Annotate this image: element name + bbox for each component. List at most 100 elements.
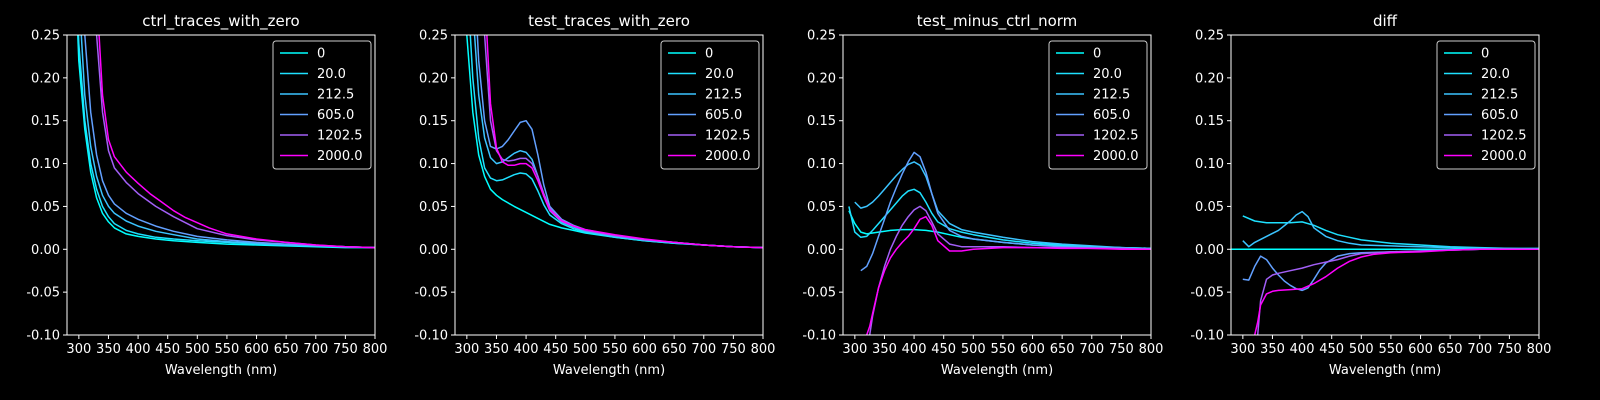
- series-line-2000.0: [1253, 248, 1539, 335]
- x-tick-label: 800: [1139, 342, 1164, 357]
- x-tick-label: 600: [244, 342, 269, 357]
- x-tick-label: 600: [1408, 342, 1433, 357]
- x-tick-label: 350: [1260, 342, 1285, 357]
- legend-label: 0: [1093, 47, 1101, 62]
- series-lines: [77, 35, 375, 249]
- y-tick-label: -0.05: [26, 286, 60, 301]
- x-tick-label: 450: [1319, 342, 1344, 357]
- x-tick-label: 350: [872, 342, 897, 357]
- y-tick-label: 0.25: [1195, 29, 1224, 44]
- series-line-1202.5: [868, 205, 1151, 335]
- x-tick-label: 500: [961, 342, 986, 357]
- legend-label: 212.5: [1481, 88, 1518, 103]
- y-tick-label: 0.15: [1195, 114, 1224, 129]
- x-tick-label: 500: [185, 342, 210, 357]
- x-tick-label: 550: [991, 342, 1016, 357]
- y-tick-label: -0.05: [1190, 286, 1224, 301]
- x-axis-label: Wavelength (nm): [1329, 363, 1441, 378]
- x-tick-label: 600: [1020, 342, 1045, 357]
- y-tick-label: 0.00: [1195, 243, 1224, 258]
- x-tick-label: 300: [454, 342, 479, 357]
- legend-label: 2000.0: [705, 149, 751, 164]
- legend-label: 0: [1481, 47, 1489, 62]
- series-line-2000.0: [865, 215, 1151, 335]
- x-axis-label: Wavelength (nm): [553, 363, 665, 378]
- axes-frame: [1230, 34, 1540, 336]
- legend-label: 20.0: [317, 67, 346, 82]
- legend-label: 2000.0: [1481, 149, 1527, 164]
- x-tick-label: 500: [573, 342, 598, 357]
- legend-label: 20.0: [1093, 67, 1122, 82]
- y-tick-label: 0.05: [31, 200, 60, 215]
- legend-label: 1202.5: [317, 129, 363, 144]
- x-tick-label: 400: [1290, 342, 1315, 357]
- x-tick-label: 700: [691, 342, 716, 357]
- y-tick-label: 0.15: [31, 114, 60, 129]
- y-tick-label: 0.10: [31, 157, 60, 172]
- series-line-605.0: [84, 35, 375, 249]
- y-tick-label: 0.05: [419, 200, 448, 215]
- x-tick-label: 650: [662, 342, 687, 357]
- axes-frame: [66, 34, 376, 336]
- chart-title: test_traces_with_zero: [528, 12, 690, 31]
- y-tick-label: 0.25: [807, 29, 836, 44]
- y-tick-label: 0.15: [419, 114, 448, 129]
- series-lines: [466, 35, 763, 249]
- series-lines: [848, 151, 1151, 335]
- series-line-1202.5: [1256, 248, 1539, 335]
- y-tick-label: 0.00: [807, 243, 836, 258]
- axes-frame: [842, 34, 1152, 336]
- y-tick-label: -0.10: [26, 329, 60, 344]
- x-tick-label: 350: [484, 342, 509, 357]
- legend-label: 1202.5: [1093, 129, 1139, 144]
- x-tick-label: 300: [66, 342, 91, 357]
- x-axis-label: Wavelength (nm): [941, 363, 1053, 378]
- x-tick-label: 600: [632, 342, 657, 357]
- legend-label: 20.0: [1481, 67, 1510, 82]
- legend: 0 20.0 212.5 605.0 1202.5 2000.0: [660, 40, 760, 170]
- legend-label: 212.5: [317, 88, 354, 103]
- y-tick-label: 0.20: [807, 71, 836, 86]
- y-tick-label: 0.10: [419, 157, 448, 172]
- y-tick-label: -0.10: [1190, 329, 1224, 344]
- x-tick-label: 750: [1109, 342, 1134, 357]
- axes-frame: [454, 34, 764, 336]
- y-tick-label: -0.10: [802, 329, 836, 344]
- chart-title: test_minus_ctrl_norm: [917, 12, 1078, 31]
- legend-label: 605.0: [317, 108, 354, 123]
- series-line-605.0: [1242, 248, 1539, 292]
- x-tick-label: 400: [514, 342, 539, 357]
- x-tick-label: 300: [842, 342, 867, 357]
- legend-label: 605.0: [1093, 108, 1130, 123]
- series-line-2000.0: [486, 35, 763, 249]
- legend-label: 2000.0: [1093, 149, 1139, 164]
- chart-title: diff: [1373, 12, 1398, 30]
- series-line-20.0: [469, 35, 763, 249]
- y-tick-label: 0.05: [807, 200, 836, 215]
- x-tick-label: 800: [751, 342, 776, 357]
- x-tick-label: 400: [126, 342, 151, 357]
- chart-panel-3: test_minus_ctrl_norm Wavelength (nm) 300 35…: [802, 12, 1163, 378]
- legend: 0 20.0 212.5 605.0 1202.5 2000.0: [272, 40, 372, 170]
- x-tick-label: 800: [363, 342, 388, 357]
- y-tick-label: 0.00: [31, 243, 60, 258]
- chart-title: ctrl_traces_with_zero: [142, 12, 299, 31]
- legend-label: 2000.0: [317, 149, 363, 164]
- x-tick-label: 550: [603, 342, 628, 357]
- legend-label: 0: [705, 47, 713, 62]
- chart-panel-2: test_traces_with_zero Wavelength (nm) 300 3…: [414, 12, 776, 378]
- chart-panel-1: ctrl_traces_with_zero Wavelength (nm) 300 3…: [26, 12, 388, 378]
- x-tick-label: 650: [274, 342, 299, 357]
- x-tick-label: 700: [303, 342, 328, 357]
- series-line-20.0: [848, 188, 1151, 250]
- y-tick-label: 0.05: [1195, 200, 1224, 215]
- x-tick-label: 300: [1230, 342, 1255, 357]
- x-tick-label: 450: [931, 342, 956, 357]
- series-line-2000.0: [98, 35, 375, 249]
- legend-label: 605.0: [1481, 108, 1518, 123]
- x-axis-label: Wavelength (nm): [165, 363, 277, 378]
- x-tick-label: 550: [215, 342, 240, 357]
- series-line-0: [77, 35, 375, 249]
- x-tick-label: 500: [1349, 342, 1374, 357]
